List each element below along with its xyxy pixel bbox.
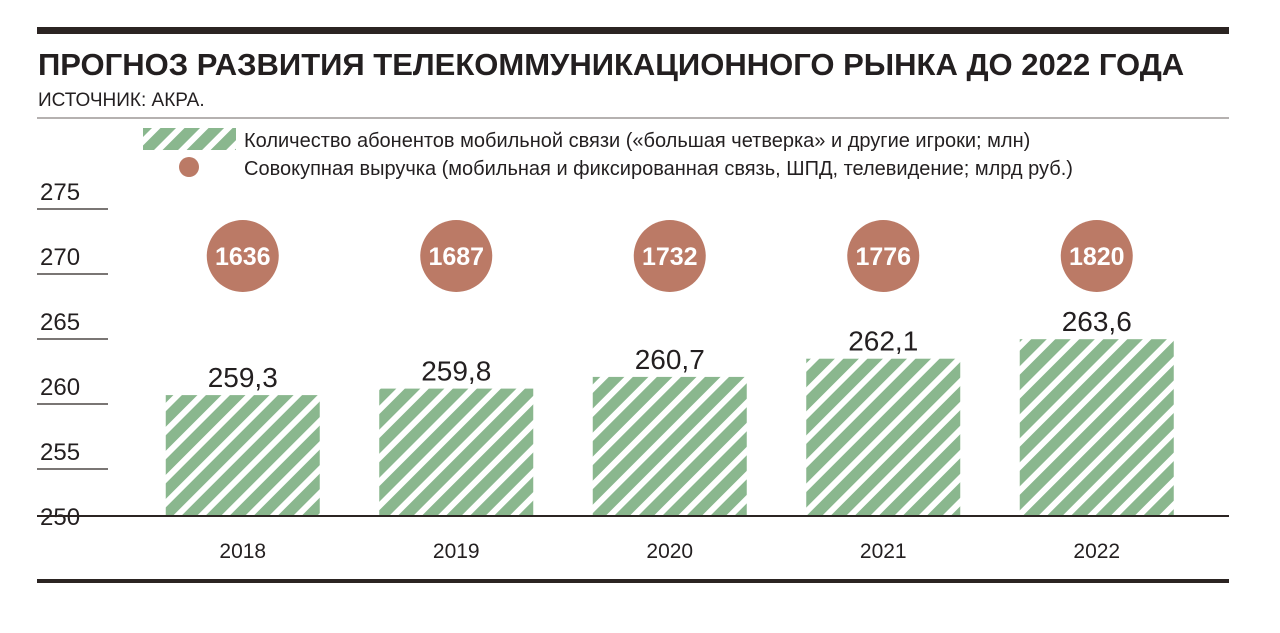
revenue-bubble	[847, 220, 920, 292]
subscriber-bar	[806, 358, 961, 516]
top-rule	[37, 27, 1229, 34]
y-axis: 250 255 260 265 270 275	[37, 179, 108, 531]
bar-value-label: 259,8	[421, 356, 491, 387]
revenue-bubble-label: 1732	[642, 243, 698, 271]
y-tick-label: 250	[40, 504, 80, 531]
legend-label-subscribers: Количество абонентов мобильной связи («б…	[244, 130, 1030, 152]
legend-label-revenue: Совокупная выручка (мобильная и фиксиров…	[244, 158, 1073, 180]
x-category-label: 2021	[860, 540, 907, 563]
bar-value-label: 260,7	[635, 344, 705, 375]
revenue-bubbles: 1636 1687 1732 1776 1820	[206, 220, 1133, 292]
revenue-bubble	[420, 220, 493, 292]
revenue-bubble-label: 1776	[855, 243, 911, 271]
x-category-label: 2022	[1073, 540, 1120, 563]
chart-source: ИСТОЧНИК: АКРА.	[38, 90, 205, 111]
legend-circle-swatch	[179, 157, 199, 177]
revenue-bubble-label: 1687	[428, 243, 484, 271]
x-category-label: 2020	[646, 540, 693, 563]
x-category-label: 2018	[219, 540, 266, 563]
revenue-bubble	[206, 220, 279, 292]
subscriber-bar	[165, 395, 320, 516]
bars	[165, 339, 1174, 516]
bottom-rule	[37, 579, 1229, 583]
x-category-label: 2019	[433, 540, 480, 563]
bar-value-labels: 259,3 259,8 260,7 262,1 263,6	[208, 306, 1132, 393]
x-axis-labels: 2018 2019 2020 2021 2022	[219, 540, 1120, 563]
y-tick-label: 260	[40, 374, 80, 401]
bar-value-label: 262,1	[848, 326, 918, 357]
bar-value-label: 263,6	[1062, 306, 1132, 337]
legend: Количество абонентов мобильной связи («б…	[143, 128, 1073, 180]
revenue-bubble	[1060, 220, 1133, 292]
subscriber-bar	[592, 376, 747, 516]
revenue-bubble-label: 1820	[1069, 243, 1125, 271]
subscriber-bar	[1019, 339, 1174, 516]
y-tick-label: 270	[40, 244, 80, 271]
y-tick-label: 255	[40, 439, 80, 466]
bar-value-label: 259,3	[208, 362, 278, 393]
y-tick-label: 275	[40, 179, 80, 206]
legend-bar-swatch	[143, 128, 236, 150]
subscriber-bar	[379, 388, 534, 516]
chart-title: ПРОГНОЗ РАЗВИТИЯ ТЕЛЕКОММУНИКАЦИОННОГО Р…	[38, 47, 1184, 82]
y-tick-label: 265	[40, 309, 80, 336]
revenue-bubble-label: 1636	[215, 243, 271, 271]
revenue-bubble	[633, 220, 706, 292]
